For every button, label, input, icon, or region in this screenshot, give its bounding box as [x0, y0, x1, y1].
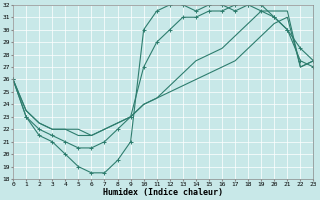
- X-axis label: Humidex (Indice chaleur): Humidex (Indice chaleur): [103, 188, 223, 197]
